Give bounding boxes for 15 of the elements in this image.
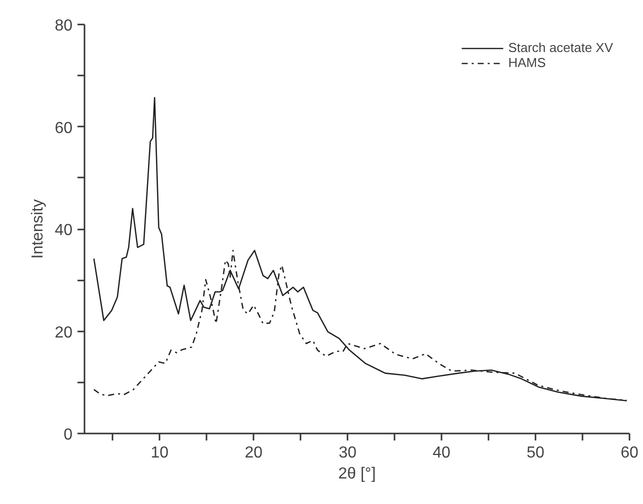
x-tick-label: 10 bbox=[150, 444, 169, 462]
y-axis-title: Intensity bbox=[30, 199, 47, 259]
y-tick-label: 60 bbox=[54, 120, 73, 137]
y-tick-label: 40 bbox=[54, 222, 73, 239]
x-tick-label: 60 bbox=[620, 444, 638, 462]
y-tick-label: 0 bbox=[64, 426, 73, 444]
y-tick-label: 20 bbox=[54, 324, 73, 342]
x-axis-title: 2θ [°] bbox=[338, 466, 376, 482]
x-tick-label: 30 bbox=[338, 444, 357, 462]
x-tick-label: 20 bbox=[244, 444, 263, 462]
y-tick-label: 80 bbox=[54, 18, 73, 34]
x-tick-label: 50 bbox=[526, 444, 545, 462]
x-tick-label: 40 bbox=[432, 444, 451, 462]
legend-label: Starch acetate XV bbox=[508, 40, 613, 55]
legend-label: HAMS bbox=[508, 55, 546, 70]
